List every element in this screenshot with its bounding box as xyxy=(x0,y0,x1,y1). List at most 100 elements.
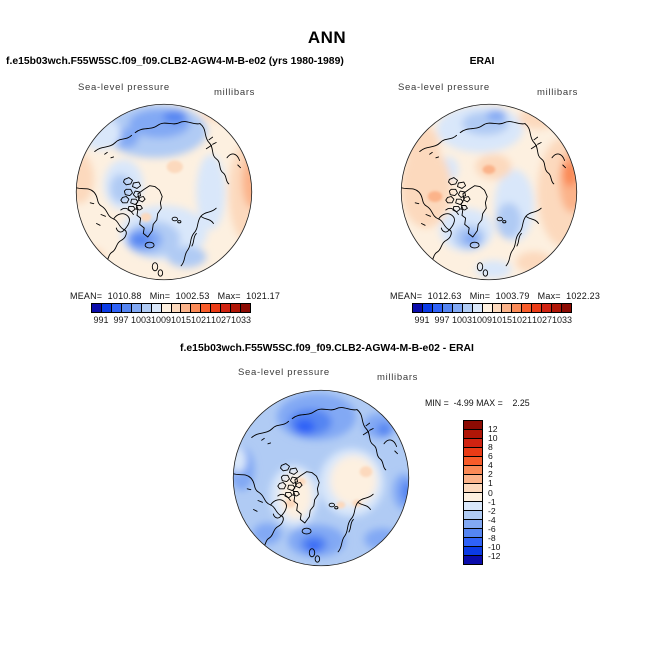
colorbar-tick-label: 1009 xyxy=(150,315,172,325)
colorbar-tick-label: 1015 xyxy=(491,315,513,325)
colorbar-tick-label: -12 xyxy=(488,550,501,561)
colorbar-tick-label: -4 xyxy=(488,514,496,525)
colorbar-cell xyxy=(221,304,232,312)
colorbar-cell xyxy=(141,304,152,312)
colorbar-cell xyxy=(464,448,482,457)
colorbar-cell xyxy=(241,304,250,312)
colorbar-difference-ticks: 12 10 8 6 4 2 1 0 -1 -2 -4 -6 -8 -10 -12 xyxy=(488,420,518,565)
colorbar-cell xyxy=(111,304,122,312)
map-border xyxy=(232,389,410,567)
colorbar-cell xyxy=(422,304,433,312)
pressure-field-spots xyxy=(285,466,373,509)
colorbar-cell xyxy=(432,304,443,312)
colorbar-cell xyxy=(464,547,482,556)
colorbar-tick-label: 1021 xyxy=(190,315,212,325)
stats-model: MEAN= 1010.88 Min= 1002.53 Max= 1021.17 xyxy=(70,291,281,301)
colorbar-model-ticks: 991 997 1003 1009 1015 1021 1027 1033 xyxy=(91,315,251,327)
colorbar-tick-label: 8 xyxy=(488,442,493,453)
colorbar-difference xyxy=(463,420,483,565)
colorbar-cell xyxy=(464,421,482,430)
colorbar-tick-label: 1 xyxy=(488,478,493,489)
pressure-field-blobs xyxy=(401,105,577,279)
map-model-sea-level-pressure xyxy=(75,103,253,281)
colorbar-cell xyxy=(231,304,242,312)
colorbar-cell xyxy=(464,556,482,564)
map-erai-sea-level-pressure xyxy=(400,103,578,281)
colorbar-tick-label: -8 xyxy=(488,532,496,543)
colorbar-tick-label: -2 xyxy=(488,505,496,516)
colorbar-tick-label: -10 xyxy=(488,541,501,552)
colorbar-cell xyxy=(161,304,172,312)
map-border xyxy=(400,103,578,281)
colorbar-tick-label: 1027 xyxy=(210,315,232,325)
variable-label-erai: Sea-level pressure xyxy=(398,82,490,93)
page-title: ANN xyxy=(307,28,347,47)
colorbar-cell xyxy=(562,304,571,312)
colorbar-tick-label: 1033 xyxy=(551,315,573,325)
colorbar-tick-label: 1033 xyxy=(230,315,252,325)
colorbar-model xyxy=(91,303,251,313)
units-label-model: millibars xyxy=(214,87,256,98)
colorbar-cell xyxy=(171,304,182,312)
colorbar-cell xyxy=(492,304,503,312)
pressure-field-spots xyxy=(427,165,496,202)
units-label-erai: millibars xyxy=(537,87,579,98)
panel-erai-title: ERAI xyxy=(469,56,495,67)
colorbar-tick-label: 1015 xyxy=(170,315,192,325)
colorbar-cell xyxy=(542,304,553,312)
colorbar-tick-label: 997 xyxy=(434,315,450,325)
colorbar-tick-label: 4 xyxy=(488,460,493,471)
panel-model-title: f.e15b03wch.F55W5SC.f09_f09.CLB2-AGW4-M-… xyxy=(6,56,344,67)
stats-diff-minmax: MIN = -4.99 MAX = 2.25 xyxy=(425,398,530,408)
colorbar-cell xyxy=(92,304,102,312)
colorbar-erai xyxy=(412,303,572,313)
colorbar-cell xyxy=(464,511,482,520)
colorbar-tick-label: 997 xyxy=(113,315,129,325)
colorbar-erai-ticks: 991 997 1003 1009 1015 1021 1027 1033 xyxy=(412,315,572,327)
colorbar-cell xyxy=(512,304,523,312)
colorbar-cell xyxy=(181,304,192,312)
colorbar-cell xyxy=(442,304,453,312)
colorbar-cell xyxy=(151,304,162,312)
colorbar-cell xyxy=(464,529,482,538)
colorbar-cell xyxy=(101,304,112,312)
colorbar-tick-label: 0 xyxy=(488,487,493,498)
colorbar-cell xyxy=(464,493,482,502)
colorbar-cell xyxy=(552,304,563,312)
pressure-field-blobs xyxy=(76,104,252,275)
colorbar-tick-label: -1 xyxy=(488,496,496,507)
colorbar-tick-label: 1021 xyxy=(511,315,533,325)
colorbar-cell xyxy=(464,475,482,484)
colorbar-cell xyxy=(464,439,482,448)
colorbar-cell xyxy=(201,304,212,312)
colorbar-cell xyxy=(464,430,482,439)
units-label-diff: millibars xyxy=(377,372,419,383)
variable-label-diff: Sea-level pressure xyxy=(238,367,330,378)
colorbar-cell xyxy=(413,304,423,312)
colorbar-tick-label: 991 xyxy=(93,315,109,325)
colorbar-cell xyxy=(464,502,482,511)
colorbar-tick-label: -6 xyxy=(488,523,496,534)
stats-erai: MEAN= 1012.63 Min= 1003.79 Max= 1022.23 xyxy=(390,291,601,301)
map-border xyxy=(75,103,253,281)
colorbar-cell xyxy=(464,457,482,466)
colorbar-cell xyxy=(482,304,493,312)
colorbar-tick-label: 2 xyxy=(488,469,493,480)
colorbar-cell xyxy=(131,304,142,312)
colorbar-cell xyxy=(462,304,473,312)
colorbar-tick-label: 1009 xyxy=(471,315,493,325)
colorbar-cell xyxy=(464,466,482,475)
colorbar-cell xyxy=(522,304,533,312)
variable-label-model: Sea-level pressure xyxy=(78,82,170,93)
colorbar-tick-label: 10 xyxy=(488,433,498,444)
colorbar-cell xyxy=(452,304,463,312)
colorbar-tick-label: 1003 xyxy=(451,315,473,325)
colorbar-cell xyxy=(472,304,483,312)
colorbar-cell xyxy=(191,304,202,312)
panel-diff-title: f.e15b03wch.F55W5SC.f09_f09.CLB2-AGW4-M-… xyxy=(180,343,474,354)
colorbar-tick-label: 12 xyxy=(488,424,498,435)
colorbar-cell xyxy=(532,304,543,312)
colorbar-tick-label: 991 xyxy=(414,315,430,325)
colorbar-cell xyxy=(121,304,132,312)
